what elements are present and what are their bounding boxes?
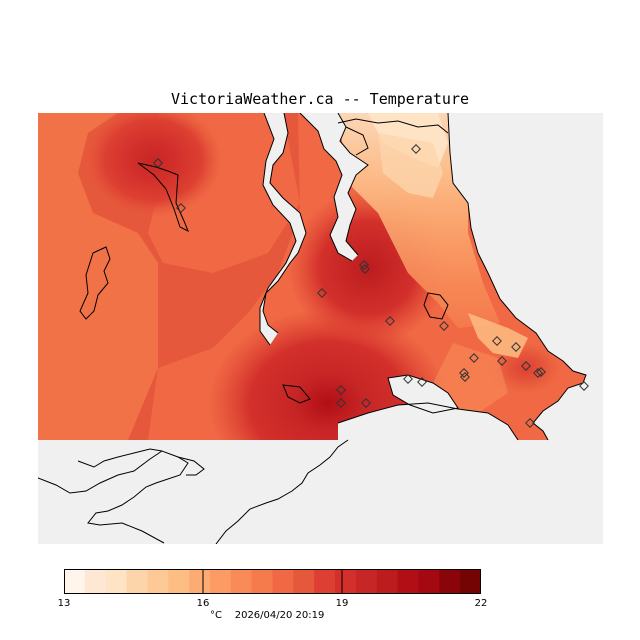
coastlines [38, 113, 587, 544]
colorbar-swatch [209, 569, 232, 594]
colorbar-swatch [335, 569, 357, 594]
station-marker [317, 288, 327, 298]
colorbar-swatch [126, 569, 148, 594]
station-marker [336, 398, 346, 408]
colorbar-swatch [189, 569, 211, 594]
station-marker [536, 367, 546, 377]
colorbar-swatch [376, 569, 399, 594]
colorbar-swatch [314, 569, 336, 594]
units-label: °C [210, 610, 222, 621]
colorbar-swatch [272, 569, 294, 594]
station-marker [492, 336, 502, 346]
station-marker [361, 398, 371, 408]
station-marker [439, 321, 449, 331]
colorbar-tick-label: 16 [196, 598, 210, 609]
temperature-map[interactable] [38, 113, 603, 544]
colorbar-swatch [64, 569, 86, 594]
colorbar-tick-label: 22 [474, 598, 488, 609]
station-marker [525, 418, 535, 428]
colorbar-swatch [230, 569, 253, 594]
station-marker [579, 381, 589, 391]
colorbar-swatch [460, 569, 482, 594]
station-marker [385, 316, 395, 326]
colorbar-swatches [63, 569, 482, 594]
colorbar-swatch [84, 569, 107, 594]
colorbar-swatch [251, 569, 273, 594]
station-marker [460, 372, 470, 382]
colorbar-swatch [418, 569, 440, 594]
colorbar [63, 569, 482, 594]
station-markers [153, 144, 589, 428]
colorbar-swatch [439, 569, 461, 594]
station-marker [336, 385, 346, 395]
colorbar-swatch [355, 569, 378, 594]
colorbar-tick-label: 13 [57, 598, 71, 609]
station-marker [176, 203, 186, 213]
station-marker [403, 374, 413, 384]
colorbar-border [64, 569, 481, 594]
colorbar-swatch [147, 569, 169, 594]
station-marker [153, 158, 163, 168]
timestamp-label: 2026/04/20 20:19 [234, 610, 325, 621]
colorbar-swatch [105, 569, 128, 594]
colorbar-caption: °C 2026/04/20 20:19 [210, 610, 324, 621]
colorbar-swatch [168, 569, 190, 594]
station-marker [359, 260, 369, 270]
colorbar-tick-label: 19 [335, 598, 349, 609]
station-marker [360, 264, 370, 274]
map-title: VictoriaWeather.ca -- Temperature [170, 90, 469, 108]
station-marker [497, 356, 507, 366]
colorbar-swatch [397, 569, 419, 594]
station-marker [417, 377, 427, 387]
station-marker [511, 342, 521, 352]
station-marker [459, 368, 469, 378]
colorbar-swatch [293, 569, 315, 594]
station-marker [469, 353, 479, 363]
map-canvas [38, 113, 603, 544]
station-marker [411, 144, 421, 154]
station-marker [521, 361, 531, 371]
